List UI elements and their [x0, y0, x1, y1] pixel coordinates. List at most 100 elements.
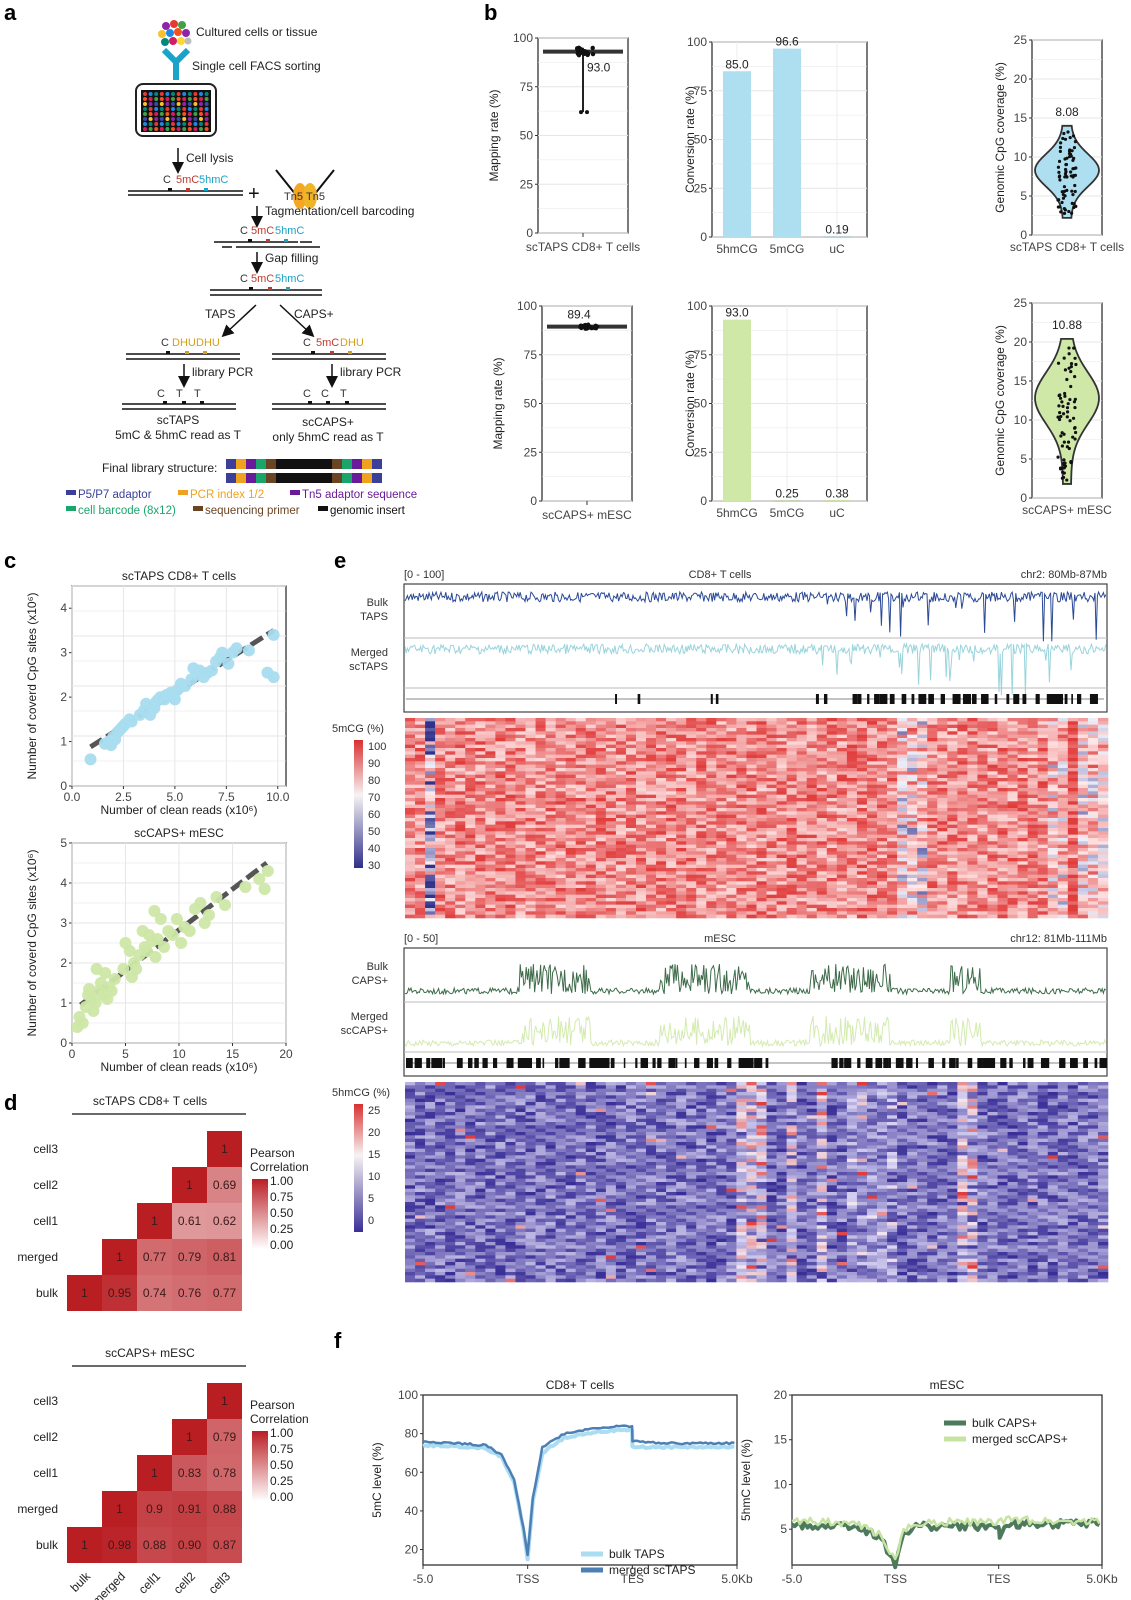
heatmap-cell — [756, 831, 767, 835]
heatmap-cell — [595, 758, 607, 762]
heatmap-cell — [1067, 774, 1079, 779]
heatmap-cell — [525, 751, 536, 755]
heatmap-cell — [676, 794, 687, 799]
heatmap-cell — [947, 734, 958, 739]
heatmap-cell — [405, 798, 416, 802]
heatmap-cell — [766, 861, 777, 865]
heatmap-cell — [1037, 848, 1049, 852]
heatmap-cell — [565, 821, 577, 825]
heatmap-cell — [826, 828, 838, 832]
heatmap-cell — [545, 744, 556, 749]
heatmap-cell — [455, 791, 466, 795]
heatmap-cell — [836, 831, 848, 835]
heatmap-cell — [756, 804, 767, 809]
column-label: cell3 — [206, 1569, 234, 1597]
heatmap-cell — [836, 761, 848, 765]
heatmap-cell — [445, 784, 456, 789]
heatmap-cell — [495, 811, 506, 815]
heatmap-cell — [666, 738, 677, 742]
heatmap-cell — [1077, 778, 1089, 782]
heatmap-cell — [887, 891, 898, 895]
heatmap-cell — [676, 911, 687, 915]
heatmap-cell — [585, 774, 597, 779]
heatmap-cell — [656, 828, 667, 832]
heatmap-cell — [1027, 798, 1038, 802]
heatmap-cell — [575, 904, 587, 909]
heatmap-cell — [635, 841, 647, 845]
heatmap-cell — [595, 834, 607, 839]
heatmap-cell — [435, 901, 446, 905]
heatmap-cell — [207, 1491, 242, 1527]
heatmap-cell — [535, 794, 546, 799]
heatmap-cell — [515, 841, 526, 845]
heatmap-cell — [877, 768, 888, 772]
base-dhu: DHU — [172, 337, 196, 349]
heatmap-cell — [555, 891, 566, 895]
heatmap-cell — [495, 758, 506, 762]
heatmap-cell — [425, 724, 436, 729]
heatmap-cell — [927, 751, 938, 755]
heatmap-cell — [415, 908, 426, 912]
heatmap-cell — [1077, 891, 1089, 895]
heatmap-cell — [625, 908, 637, 912]
heatmap-cell — [726, 858, 737, 862]
heatmap-cell — [595, 844, 607, 849]
heatmap-cell — [465, 798, 476, 802]
heatmap-cell — [826, 758, 838, 762]
heatmap-cell — [816, 851, 828, 855]
heatmap-cell — [836, 844, 848, 849]
heatmap-cell — [776, 748, 787, 752]
heatmap-cell — [927, 884, 938, 889]
heatmap-cell — [836, 721, 848, 725]
heatmap-cell — [666, 811, 677, 815]
heatmap-cell — [635, 904, 647, 909]
heatmap-cell — [967, 741, 978, 745]
heatmap-cell — [1047, 841, 1059, 845]
heatmap-cell — [987, 794, 998, 799]
heatmap-cell — [796, 874, 808, 879]
heatmap-cell — [776, 784, 787, 789]
heatmap-cell — [907, 854, 918, 859]
heatmap-cell — [656, 814, 667, 819]
heatmap-cell — [1007, 878, 1018, 882]
data-point — [1061, 192, 1065, 197]
heatmap-cell — [676, 761, 687, 765]
data-point — [222, 657, 235, 670]
heatmap-cell — [806, 738, 818, 742]
heatmap-cell — [877, 731, 888, 735]
heatmap-cell — [686, 808, 697, 812]
heatmap-cell — [605, 864, 617, 869]
heatmap-cell — [1017, 798, 1028, 802]
heatmap-cell — [877, 778, 888, 782]
heatmap-cell — [172, 1419, 207, 1455]
heatmap-cell — [907, 891, 918, 895]
heatmap-cell — [826, 771, 838, 775]
heatmap-cell — [917, 848, 928, 852]
heatmap-cell — [786, 721, 797, 725]
base-5hmc: 5hmC — [199, 174, 228, 186]
heatmap-cell — [816, 738, 828, 742]
heatmap-cell — [415, 761, 426, 765]
heatmap-cell — [816, 731, 828, 735]
heatmap-cell — [455, 808, 466, 812]
step-cultured: Cultured cells or tissue — [196, 25, 318, 39]
heatmap-cell — [475, 754, 486, 759]
heatmap-cell — [937, 738, 948, 742]
heatmap-cell — [756, 738, 767, 742]
heatmap-cell — [666, 841, 677, 845]
heatmap-cell — [676, 864, 687, 869]
heatmap-cell — [1007, 741, 1018, 745]
heatmap-cell — [706, 758, 717, 762]
heatmap-cell — [666, 838, 677, 842]
heatmap-cell — [846, 814, 858, 819]
heatmap-cell — [1067, 741, 1079, 745]
heatmap-cell — [686, 721, 697, 725]
heatmap-cell — [786, 838, 797, 842]
heatmap-cell — [977, 838, 988, 842]
bar-value-label: 0.38 — [825, 486, 849, 500]
heatmap-cell — [1077, 808, 1089, 812]
heatmap-cell — [465, 858, 476, 862]
heatmap-cell — [856, 861, 868, 865]
heatmap-cell — [977, 868, 988, 872]
data-point — [1065, 415, 1069, 419]
